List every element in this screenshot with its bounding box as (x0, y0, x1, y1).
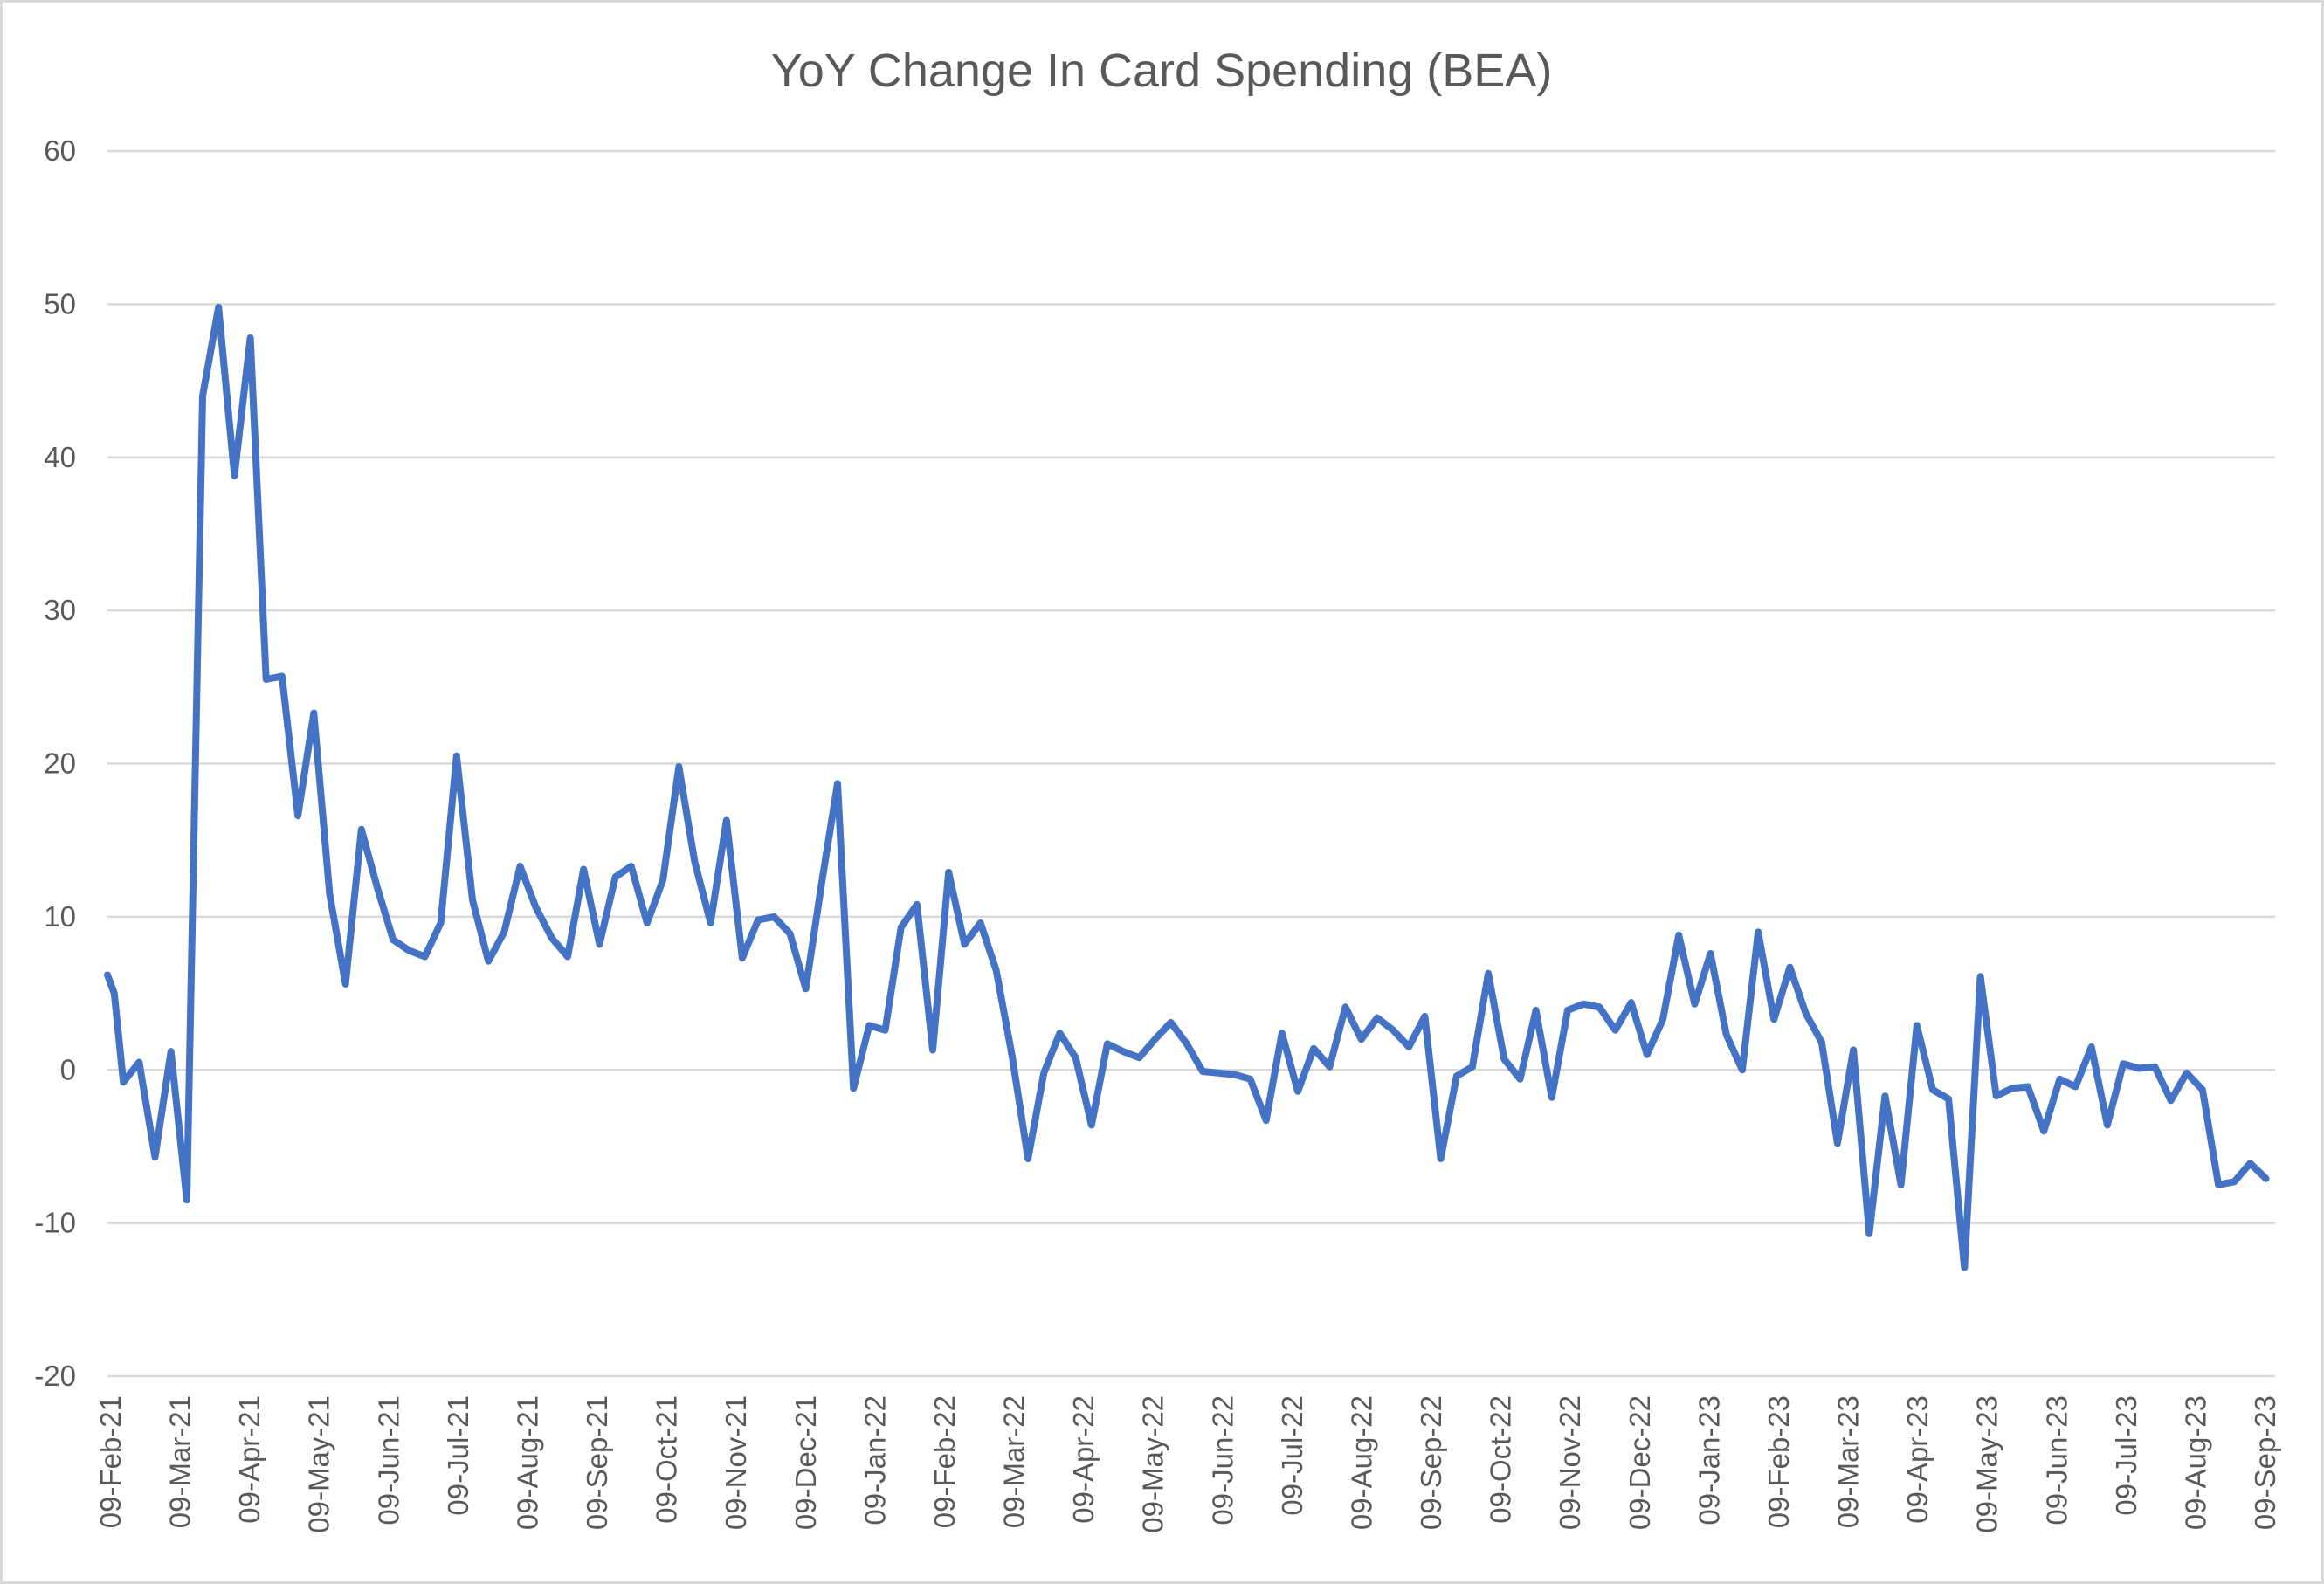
x-tick-label: 09-Feb-23 (1762, 1395, 1795, 1528)
series-group (104, 303, 2270, 1271)
x-tick-label: 09-Nov-21 (720, 1395, 752, 1530)
x-tick-label: 09-Jan-23 (1693, 1395, 1725, 1525)
y-tick-label: -10 (34, 1207, 76, 1239)
x-tick-label: 09-Apr-23 (1901, 1395, 1934, 1524)
y-tick-label: 20 (44, 747, 76, 780)
x-tick-label: 09-Mar-23 (1832, 1395, 1865, 1528)
y-tick-label: 0 (60, 1053, 76, 1085)
x-tick-label: 09-Dec-21 (790, 1395, 822, 1530)
x-tick-label: 09-Oct-21 (651, 1395, 683, 1524)
y-tick-label: 60 (44, 134, 76, 167)
x-tick-label: 09-Jul-22 (1276, 1395, 1308, 1516)
x-tick-label: 09-Feb-21 (94, 1395, 127, 1528)
x-tick-label: 09-Jun-23 (2040, 1395, 2072, 1525)
x-tick-label: 09-Mar-22 (998, 1395, 1031, 1528)
x-tick-label: 09-Aug-22 (1345, 1395, 1377, 1530)
y-axis-tick-labels: 60 50 40 30 20 10 0 -10 -20 (34, 134, 76, 1392)
x-tick-label: 09-Dec-22 (1624, 1395, 1656, 1530)
x-tick-label: 09-May-23 (1971, 1395, 2003, 1533)
x-tick-label: 09-Aug-21 (511, 1395, 543, 1530)
y-tick-label: 30 (44, 594, 76, 626)
x-tick-label: 09-Aug-23 (2179, 1395, 2211, 1530)
x-tick-label: 09-Sep-22 (1415, 1395, 1447, 1530)
y-tick-label: 50 (44, 287, 76, 320)
x-tick-label: 09-May-21 (303, 1395, 335, 1533)
x-tick-label: 09-Feb-22 (928, 1395, 961, 1528)
x-tick-label: 09-Sep-21 (581, 1395, 613, 1530)
gridlines (107, 149, 2275, 1378)
x-tick-label: 09-Apr-21 (233, 1395, 266, 1524)
y-tick-label: -20 (34, 1360, 76, 1392)
x-tick-label: 09-Mar-21 (164, 1395, 197, 1528)
x-tick-label: 09-Nov-22 (1554, 1395, 1586, 1530)
x-tick-label: 09-Jul-23 (2110, 1395, 2142, 1516)
chart-title: YoY Change In Card Spending (BEA) (771, 45, 1553, 97)
y-tick-label: 40 (44, 441, 76, 473)
x-axis-tick-labels: 09-Feb-21 09-Mar-21 09-Apr-21 09-May-21 09-J… (94, 1395, 2281, 1533)
x-tick-label: 09-Jan-22 (859, 1395, 891, 1525)
x-tick-label: 09-Apr-22 (1067, 1395, 1100, 1524)
series-line (104, 303, 2270, 1271)
x-tick-label: 09-Jul-21 (442, 1395, 474, 1516)
x-tick-label: 09-Oct-22 (1485, 1395, 1517, 1524)
x-tick-label: 09-Jun-21 (372, 1395, 404, 1525)
line-chart: YoY Change In Card Spending (BEA) 60 50 40… (34, 45, 2281, 1533)
y-tick-label: 10 (44, 900, 76, 933)
x-tick-label: 09-Sep-23 (2249, 1395, 2281, 1530)
x-tick-label: 09-Jun-22 (1206, 1395, 1238, 1525)
x-tick-label: 09-May-22 (1137, 1395, 1169, 1533)
